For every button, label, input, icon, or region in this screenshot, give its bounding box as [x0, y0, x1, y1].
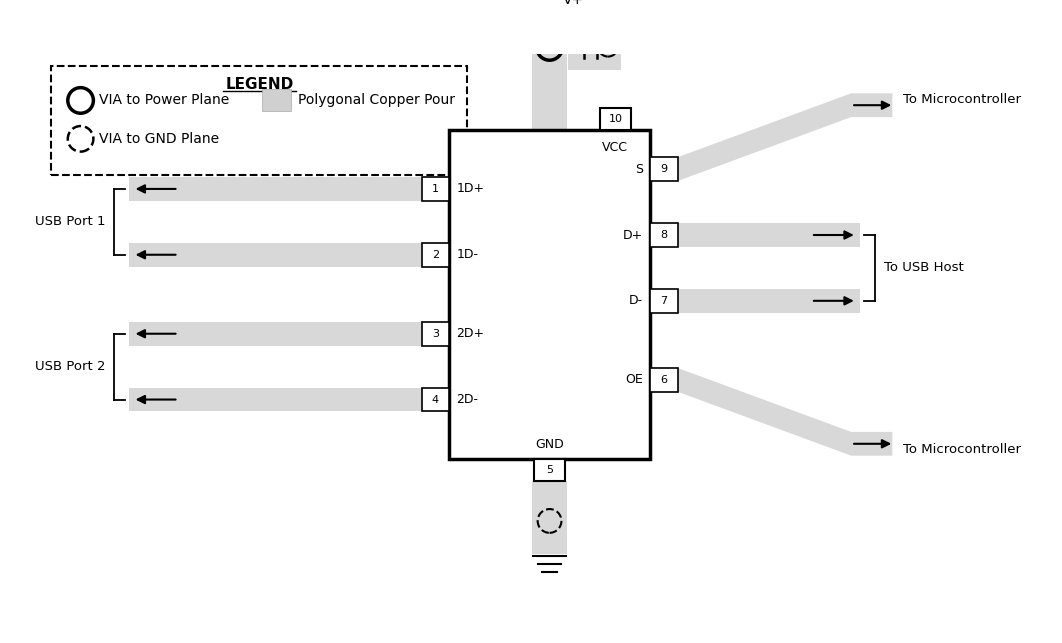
FancyBboxPatch shape	[568, 23, 621, 70]
FancyBboxPatch shape	[422, 177, 449, 201]
FancyBboxPatch shape	[130, 243, 449, 267]
FancyBboxPatch shape	[678, 223, 860, 247]
FancyBboxPatch shape	[51, 66, 467, 176]
Text: 2D+: 2D+	[457, 327, 484, 340]
FancyBboxPatch shape	[600, 108, 631, 130]
FancyBboxPatch shape	[532, 0, 567, 130]
FancyBboxPatch shape	[449, 130, 650, 459]
FancyBboxPatch shape	[678, 289, 860, 312]
FancyBboxPatch shape	[130, 388, 449, 412]
FancyBboxPatch shape	[532, 481, 567, 554]
Text: 2: 2	[432, 249, 439, 260]
Text: 5: 5	[546, 465, 553, 475]
FancyBboxPatch shape	[650, 158, 678, 181]
FancyBboxPatch shape	[650, 289, 678, 312]
Text: 10: 10	[609, 114, 622, 123]
Text: 1: 1	[432, 184, 439, 194]
Text: VCC: VCC	[602, 141, 629, 154]
Text: 1D-: 1D-	[457, 248, 478, 261]
Text: 6: 6	[661, 375, 667, 385]
Text: S: S	[635, 163, 643, 176]
Text: To Microcontroller: To Microcontroller	[904, 93, 1022, 106]
Text: To Microcontroller: To Microcontroller	[904, 443, 1022, 456]
Text: 4: 4	[432, 395, 439, 404]
Polygon shape	[678, 93, 892, 181]
Text: 7: 7	[661, 296, 667, 306]
FancyBboxPatch shape	[422, 243, 449, 267]
FancyBboxPatch shape	[130, 322, 449, 345]
FancyBboxPatch shape	[650, 368, 678, 392]
Text: USB Port 2: USB Port 2	[35, 360, 105, 373]
Text: 8: 8	[661, 230, 667, 240]
Text: GND: GND	[535, 439, 564, 451]
FancyBboxPatch shape	[261, 89, 291, 111]
FancyBboxPatch shape	[422, 388, 449, 412]
Text: To USB Host: To USB Host	[885, 262, 964, 275]
Text: USB Port 1: USB Port 1	[35, 215, 105, 228]
Text: 9: 9	[661, 164, 667, 174]
Text: VIA to Power Plane: VIA to Power Plane	[99, 93, 229, 107]
Text: OE: OE	[626, 374, 643, 386]
Text: 1D+: 1D+	[457, 183, 484, 195]
FancyBboxPatch shape	[130, 177, 449, 201]
Text: V+: V+	[563, 0, 584, 7]
Text: LEGEND: LEGEND	[225, 77, 293, 92]
Text: D-: D-	[629, 294, 643, 307]
Text: VIA to GND Plane: VIA to GND Plane	[99, 132, 219, 146]
Text: Polygonal Copper Pour: Polygonal Copper Pour	[298, 93, 456, 107]
Text: D+: D+	[622, 228, 643, 242]
Text: 3: 3	[432, 329, 439, 339]
Polygon shape	[678, 368, 892, 456]
Text: 2D-: 2D-	[457, 393, 478, 406]
FancyBboxPatch shape	[650, 223, 678, 247]
FancyBboxPatch shape	[422, 322, 449, 345]
FancyBboxPatch shape	[534, 459, 565, 481]
